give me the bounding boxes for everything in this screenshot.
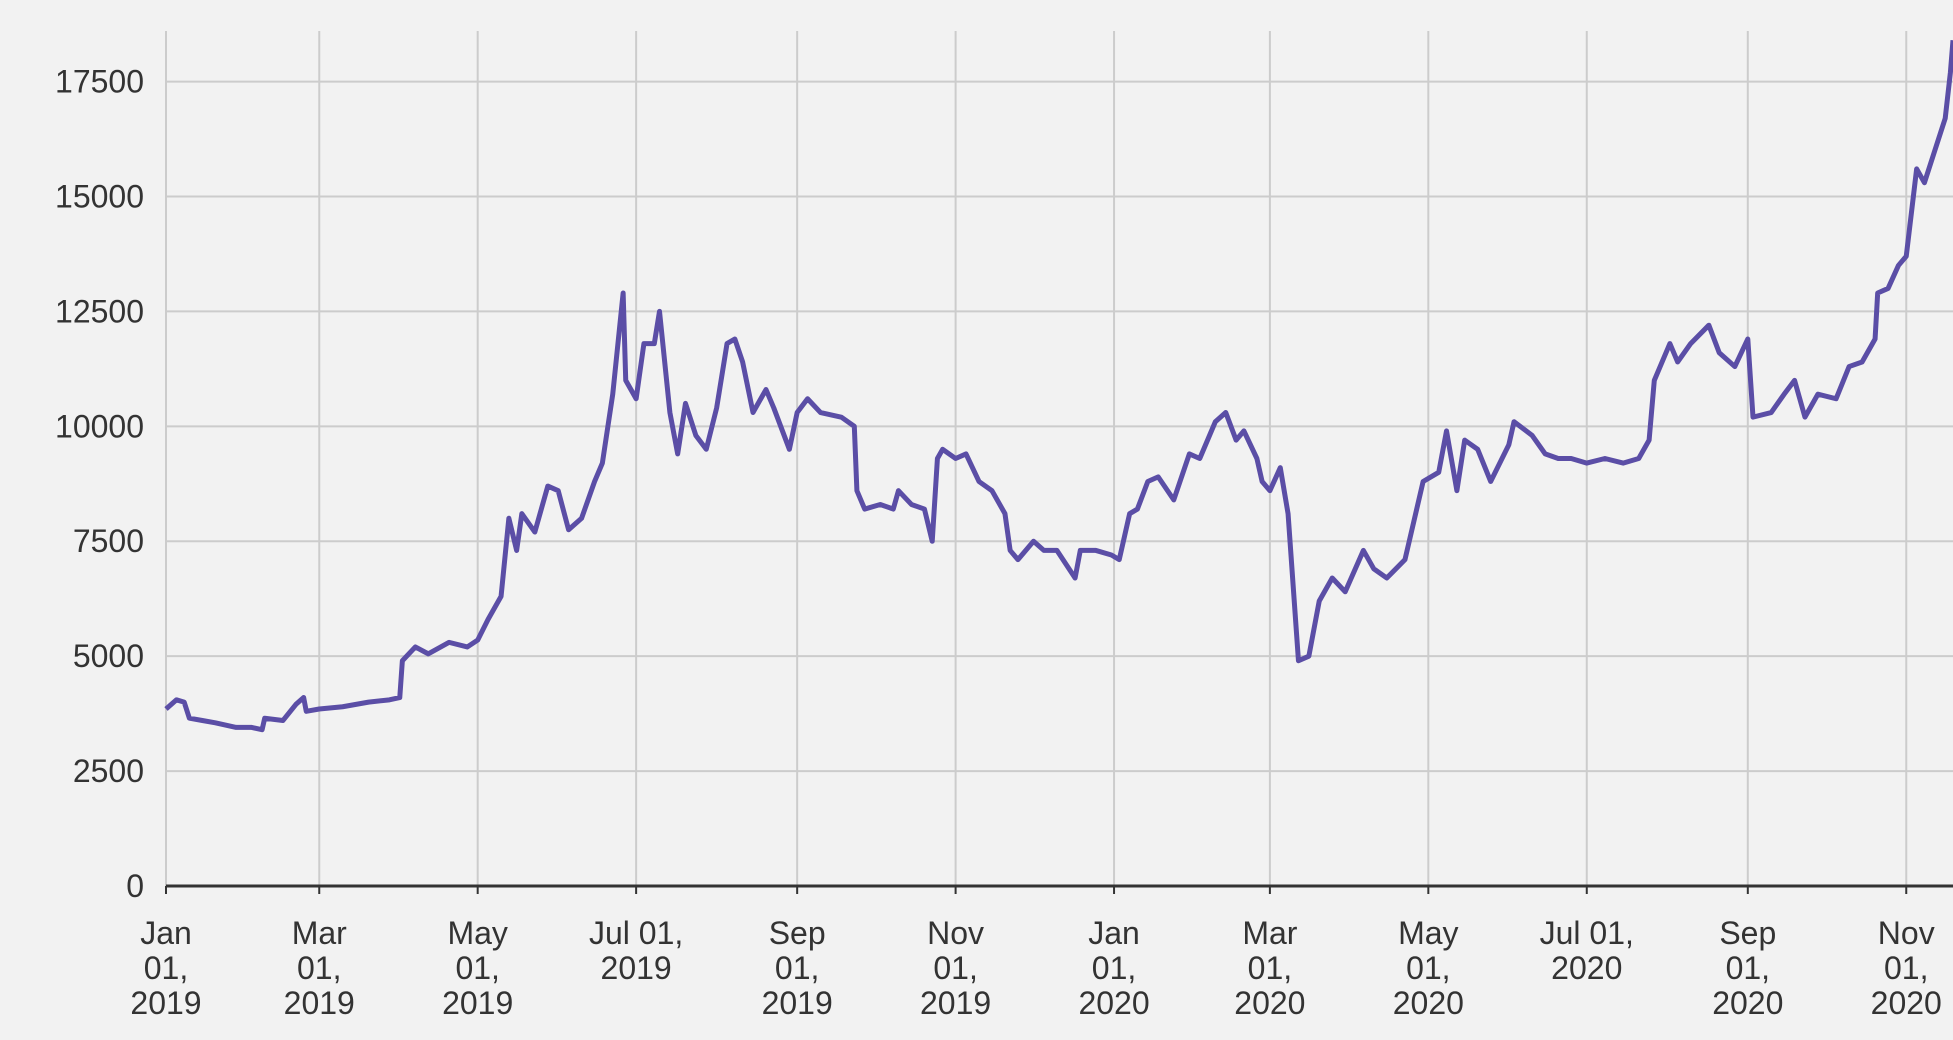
y-tick-label: 10000	[55, 408, 144, 444]
y-tick-label: 5000	[73, 638, 144, 674]
x-tick-label-line: May	[1398, 915, 1458, 951]
x-tick-label-line: 2019	[130, 985, 201, 1021]
x-tick-label-line: 01,	[1726, 950, 1770, 986]
y-tick-label: 12500	[55, 293, 144, 329]
x-tick-label-line: 2020	[1078, 985, 1149, 1021]
x-tick-label-line: 01,	[297, 950, 341, 986]
x-tick-label-line: 01,	[1092, 950, 1136, 986]
x-tick-label-line: 01,	[1884, 950, 1928, 986]
y-tick-label: 17500	[55, 64, 144, 100]
x-tick-label: Jan 01, 2020	[1078, 915, 1149, 1021]
x-tick-label-line: 2019	[284, 985, 355, 1021]
x-tick-label-line: 01,	[455, 950, 499, 986]
x-tick-label-line: 2020	[1393, 985, 1464, 1021]
y-tick-label: 7500	[73, 523, 144, 559]
x-tick-label-line: 01,	[1248, 950, 1292, 986]
x-tick-label: Nov 01, 2019	[920, 915, 991, 1021]
x-tick-label-line: 01,	[144, 950, 188, 986]
x-tick-label-line: 2020	[1712, 985, 1783, 1021]
x-tick-label-line: 01,	[933, 950, 977, 986]
x-tick-label-line: May	[447, 915, 507, 951]
x-tick-label-line: Jul 01,	[589, 915, 683, 951]
x-tick-label-line: 01,	[1406, 950, 1450, 986]
x-tick-label-line: Mar	[1242, 915, 1297, 951]
x-tick-label-line: 2020	[1551, 950, 1622, 986]
y-tick-label: 2500	[73, 753, 144, 789]
price-line	[164, 39, 1953, 733]
x-tick-label: May 01, 2019	[442, 915, 513, 1021]
x-tick-label: May 01, 2020	[1393, 915, 1464, 1021]
y-tick-label: 0	[126, 868, 144, 904]
x-tick-label-line: Mar	[292, 915, 347, 951]
x-tick-label-line: Jan	[140, 915, 192, 951]
x-tick-label-line: Jul 01,	[1540, 915, 1634, 951]
x-tick-label-line: Nov	[1878, 915, 1935, 951]
x-tick-label: Mar 01, 2019	[284, 915, 355, 1021]
x-tick-label-line: 2020	[1871, 985, 1942, 1021]
x-tick-label-line: 2019	[601, 950, 672, 986]
x-tick-label-line: 2019	[762, 985, 833, 1021]
x-tick-label-line: 2020	[1234, 985, 1305, 1021]
x-tick-label: Sep 01, 2019	[762, 915, 833, 1021]
x-tick-label: Mar 01, 2020	[1234, 915, 1305, 1021]
x-tick-label-line: Nov	[927, 915, 984, 951]
x-tick-label-line: Sep	[769, 915, 826, 951]
x-tick-label: Jul 01, 2019	[589, 915, 683, 986]
x-tick-label: Jan 01, 2019	[130, 915, 201, 1021]
x-tick-label: Nov 01, 2020	[1871, 915, 1942, 1021]
x-tick-label-line: 2019	[442, 985, 513, 1021]
x-tick-label-line: 2019	[920, 985, 991, 1021]
x-tick-label-line: Sep	[1719, 915, 1776, 951]
x-tick-label: Sep 01, 2020	[1712, 915, 1783, 1021]
x-tick-label-line: 01,	[775, 950, 819, 986]
x-tick-label-line: Jan	[1088, 915, 1140, 951]
x-tick-label: Jul 01, 2020	[1540, 915, 1634, 986]
y-tick-label: 15000	[55, 178, 144, 214]
